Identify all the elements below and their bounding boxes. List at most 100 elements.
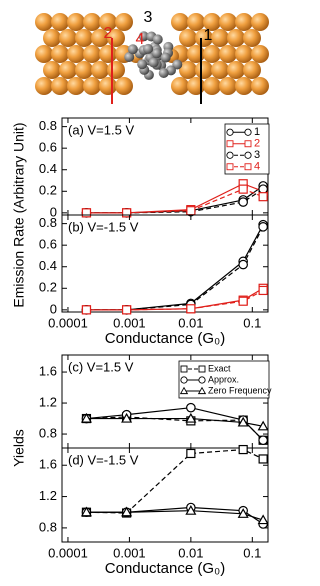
gold-atom xyxy=(251,13,269,31)
y-tick-label: 0.6 xyxy=(39,237,57,252)
series-line xyxy=(86,510,264,521)
legend-marker xyxy=(244,151,252,159)
legend-marker xyxy=(197,386,207,395)
data-point xyxy=(258,184,268,194)
data-point xyxy=(258,222,268,232)
legend-marker xyxy=(244,128,252,136)
legend-label: 3 xyxy=(254,149,260,161)
gold-atom xyxy=(51,77,69,95)
series-line xyxy=(86,287,264,311)
data-point xyxy=(121,506,133,517)
y-tick-label: 0.8 xyxy=(39,425,57,440)
carbon-atom xyxy=(152,34,163,45)
gold-atom xyxy=(227,61,245,79)
gold-atom xyxy=(91,61,109,79)
gold-atom xyxy=(203,77,221,95)
legend-marker xyxy=(198,376,206,384)
cut-label: 2 xyxy=(104,25,113,42)
carbon-atom xyxy=(138,31,149,42)
carbon-atom xyxy=(137,59,148,70)
y-tick-label: 0 xyxy=(50,301,57,316)
gold-atom xyxy=(251,45,269,63)
carbon-atom xyxy=(151,48,162,59)
x-tick-label: 0.01 xyxy=(178,315,203,330)
y-tick-label: 0.8 xyxy=(39,519,57,534)
gold-atom xyxy=(179,29,197,47)
x-tick-label: 0.01 xyxy=(178,545,203,560)
gold-atom xyxy=(43,29,61,47)
data-point xyxy=(80,506,92,517)
gold-atom xyxy=(99,45,117,63)
gold-atom xyxy=(59,61,77,79)
gold-atom xyxy=(115,77,133,95)
y-tick-label: 0.2 xyxy=(39,280,57,295)
gold-atom xyxy=(107,61,125,79)
gold-atom xyxy=(35,13,53,31)
legend-label: 4 xyxy=(254,161,260,173)
data-point xyxy=(258,192,268,202)
gold-atom xyxy=(243,29,261,47)
gold-atom xyxy=(219,77,237,95)
data-point xyxy=(80,412,92,423)
gold-atom xyxy=(171,77,189,95)
data-point xyxy=(238,296,248,306)
gold-atom xyxy=(195,29,213,47)
x-tick-label: 0.001 xyxy=(113,315,146,330)
gold-atom xyxy=(251,77,269,95)
series-line xyxy=(86,407,264,441)
gold-atom xyxy=(203,45,221,63)
gold-atom xyxy=(35,77,53,95)
gold-atom xyxy=(43,61,61,79)
y-tick-label: 1.6 xyxy=(39,457,57,472)
legend-marker xyxy=(226,128,234,136)
gold-atom xyxy=(211,29,229,47)
gold-atom xyxy=(67,13,85,31)
series-line xyxy=(86,224,264,311)
data-point xyxy=(186,448,196,459)
gold-atom xyxy=(219,13,237,31)
data-point xyxy=(81,208,92,218)
carbon-atom xyxy=(172,59,183,70)
data-point xyxy=(81,305,92,315)
gold-atom xyxy=(203,13,221,31)
cut-label: 1 xyxy=(204,27,213,44)
gold-atom xyxy=(99,77,117,95)
data-point xyxy=(186,206,196,216)
gold-atom xyxy=(75,61,93,79)
data-point xyxy=(121,305,132,315)
series-line xyxy=(86,289,264,311)
data-point xyxy=(238,197,248,207)
legend-marker xyxy=(226,163,234,171)
carbon-atom xyxy=(160,52,171,63)
x-tick-label: 0.0001 xyxy=(48,545,88,560)
gold-atom xyxy=(83,77,101,95)
series-line xyxy=(86,183,264,214)
y-tick-label: 0.6 xyxy=(39,140,57,155)
gold-atom xyxy=(235,13,253,31)
data-point xyxy=(257,420,269,431)
legend-marker xyxy=(244,140,252,148)
panel-title: (c) V=1.5 V xyxy=(68,359,134,374)
panel-title: (b) V=-1.5 V xyxy=(68,219,139,234)
gold-atom xyxy=(211,61,229,79)
gold-atom xyxy=(171,13,189,31)
gold-atom xyxy=(83,45,101,63)
gold-atom xyxy=(35,45,53,63)
y-tick-label: 0.4 xyxy=(39,161,57,176)
series-line xyxy=(86,185,264,214)
data-point xyxy=(257,514,269,525)
gold-atom xyxy=(59,29,77,47)
gold-atom xyxy=(67,45,85,63)
data-point xyxy=(258,454,268,464)
gold-atom xyxy=(75,29,93,47)
gold-atom xyxy=(179,61,197,79)
gold-atom xyxy=(227,29,245,47)
gold-atom xyxy=(51,45,69,63)
data-point xyxy=(185,504,197,515)
series-line xyxy=(86,416,264,441)
molecular-junction: 2 4 3 1 xyxy=(35,9,269,104)
gold-atom xyxy=(83,13,101,31)
y-tick-label: 0.8 xyxy=(39,118,57,133)
legend-label: 1 xyxy=(254,126,260,138)
